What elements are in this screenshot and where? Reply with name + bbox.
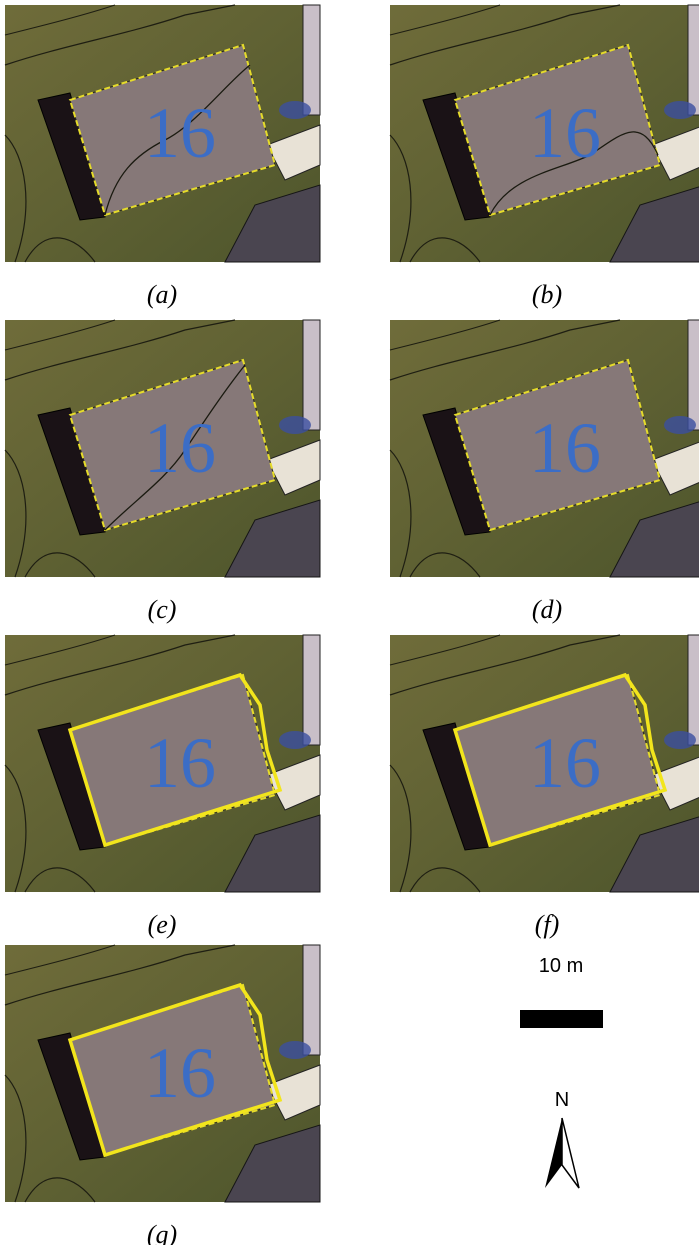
- panel-label: (a): [147, 280, 177, 309]
- panel-label: (g): [147, 1220, 177, 1245]
- panel-label: (d): [532, 595, 562, 624]
- object-id: 16: [529, 723, 601, 803]
- object-id: 16: [144, 1033, 216, 1113]
- panel-label: (b): [532, 280, 562, 309]
- object-id: 16: [529, 408, 601, 488]
- north-label: N: [555, 1089, 569, 1111]
- panel-label: (e): [148, 910, 177, 939]
- arrow-right: [562, 1118, 579, 1188]
- object-id: 16: [529, 93, 601, 173]
- object-id: 16: [144, 408, 216, 488]
- object-id: 16: [144, 723, 216, 803]
- panel: 16 (e): [5, 635, 320, 939]
- panel: 16 (a): [5, 5, 320, 309]
- arrow-left: [545, 1118, 562, 1188]
- figure: 16 (a) 16 (b) 16 (c) 16 (d) 16 (e) 16 (f) 16 (g) 10 m…: [0, 0, 699, 1245]
- panel: 16 (f): [390, 635, 699, 939]
- panel-label: (f): [535, 910, 560, 939]
- scale-bar: 10 m: [520, 955, 603, 1028]
- panel: 16 (c): [5, 320, 320, 624]
- panels: 16 (a) 16 (b) 16 (c) 16 (d) 16 (e) 16 (f) 16 (g): [5, 5, 699, 1245]
- scale-rect: [520, 1010, 603, 1028]
- object-id: 16: [144, 93, 216, 173]
- scale-label: 10 m: [539, 955, 583, 977]
- panel: 16 (g): [5, 945, 320, 1245]
- panel: 16 (d): [390, 320, 699, 624]
- panel: 16 (b): [390, 5, 699, 309]
- north-arrow: N: [545, 1089, 579, 1188]
- panel-label: (c): [148, 595, 177, 624]
